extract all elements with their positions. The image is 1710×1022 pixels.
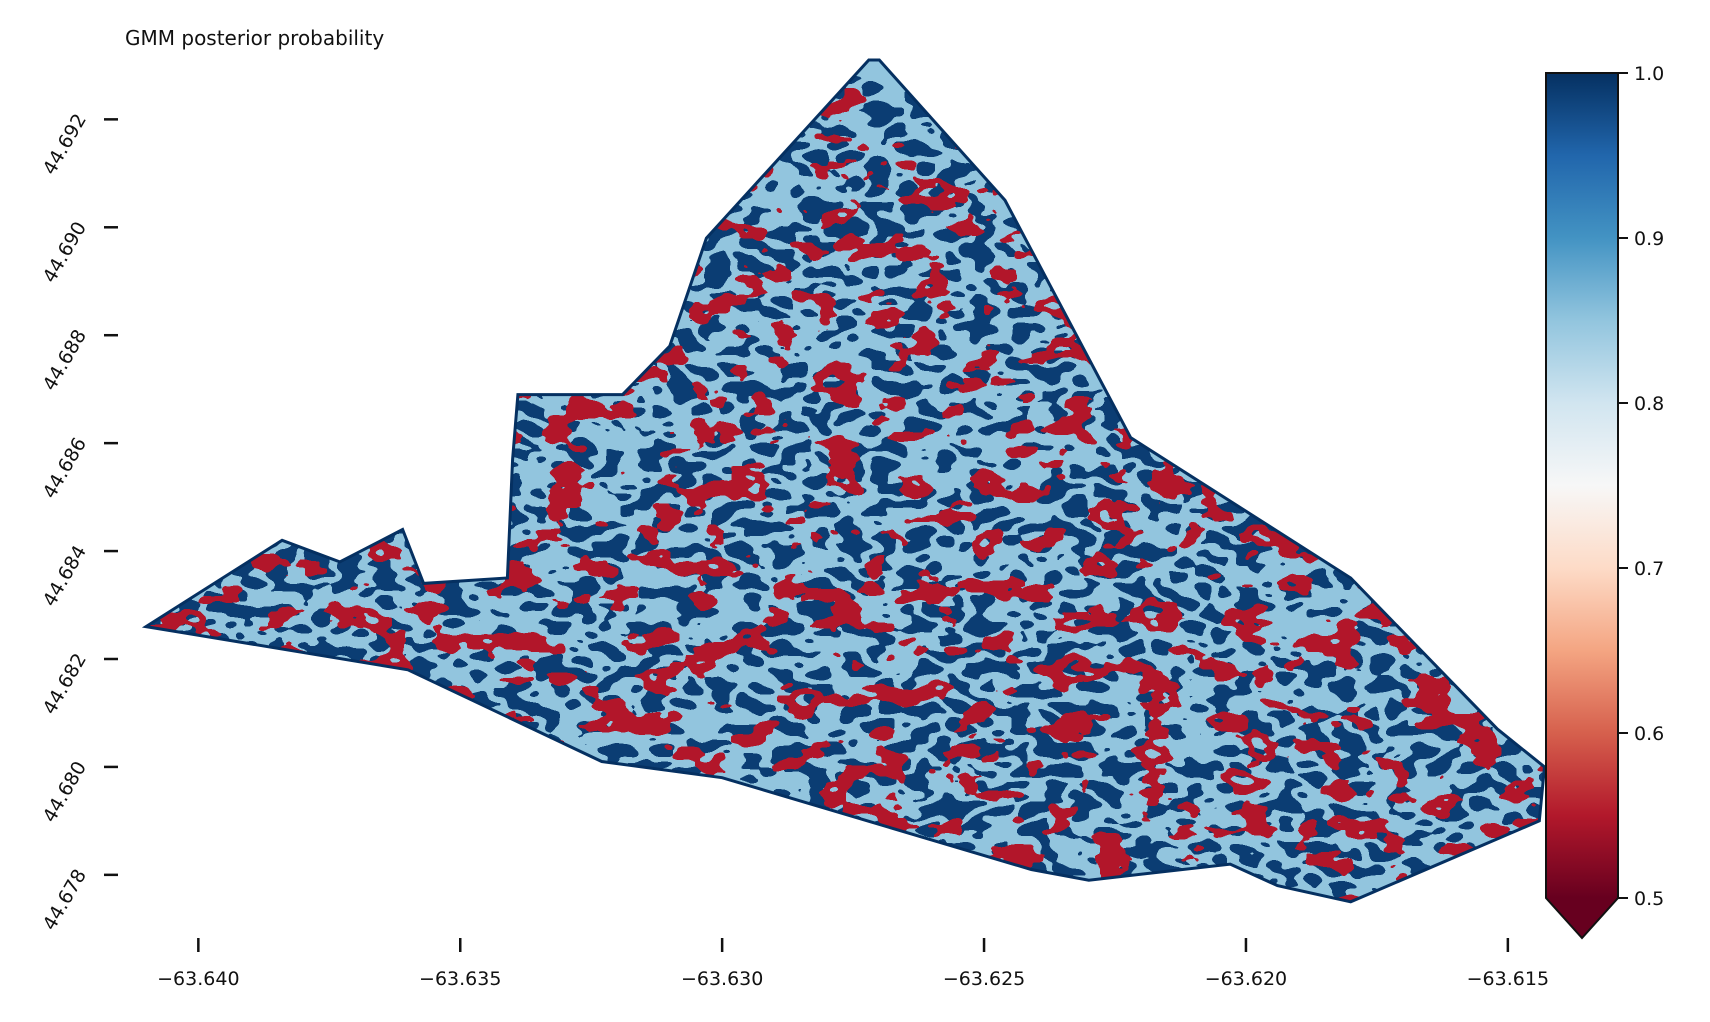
colorbar-gradient <box>1546 73 1618 898</box>
map-region-layer <box>141 58 1547 904</box>
y-tick-label: 44.684 <box>39 542 91 611</box>
y-axis: 44.678 44.680 44.682 44.684 44.686 44.688 44.6… <box>39 110 118 934</box>
x-tick-label: −63.630 <box>681 968 763 990</box>
x-tick-label: −63.620 <box>1205 968 1287 990</box>
y-tick-label: 44.688 <box>39 326 91 395</box>
y-tick-label: 44.678 <box>39 866 91 935</box>
x-axis: −63.640 −63.635 −63.630 −63.625 −63.620 −63.6… <box>157 938 1549 990</box>
y-tick-label: 44.686 <box>39 434 91 503</box>
colorbar-tick-label: 0.5 <box>1634 888 1664 910</box>
colorbar-frame <box>1545 72 1619 940</box>
x-tick-label: −63.635 <box>419 968 501 990</box>
y-tick-label: 44.682 <box>39 650 91 719</box>
y-tick-label: 44.692 <box>39 110 91 179</box>
map-title: GMM posterior probability <box>125 26 385 50</box>
colorbar-tick-label: 0.8 <box>1634 393 1664 415</box>
colorbar-tick-label: 0.7 <box>1634 558 1664 580</box>
colorbar-extend-min-triangle <box>1546 898 1618 938</box>
colorbar-tick-label: 0.6 <box>1634 723 1664 745</box>
x-tick-label: −63.615 <box>1467 968 1549 990</box>
colorbar-tick-label: 0.9 <box>1634 228 1664 250</box>
y-tick-label: 44.690 <box>39 218 91 287</box>
y-tick-label: 44.680 <box>39 758 91 827</box>
x-tick-label: −63.640 <box>157 968 239 990</box>
region-outline <box>141 58 1547 904</box>
x-tick-label: −63.625 <box>943 968 1025 990</box>
colorbar-tick-label: 1.0 <box>1634 63 1664 85</box>
colorbar: 0.5 0.6 0.7 0.8 0.9 1.0 <box>1545 63 1664 940</box>
